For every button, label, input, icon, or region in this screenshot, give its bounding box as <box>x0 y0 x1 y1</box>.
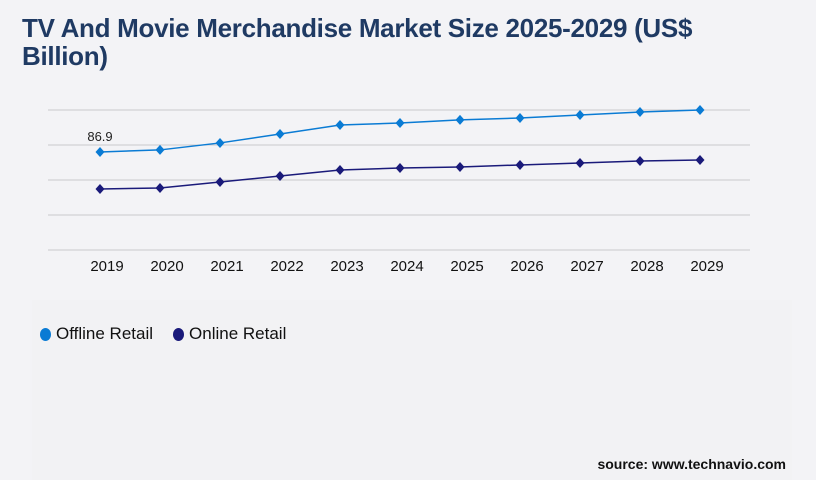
data-point <box>575 158 585 169</box>
x-tick-label: 2029 <box>690 258 723 275</box>
legend-marker-offline <box>40 327 51 341</box>
source-note: source: www.technavio.com <box>597 456 786 472</box>
line-chart: 2019 2020 2021 2022 2023 2024 2025 2026 2027 2028… <box>48 105 750 275</box>
data-point <box>455 161 465 172</box>
data-point <box>275 129 285 140</box>
x-tick-label: 2019 <box>90 258 123 275</box>
data-label: 86.9 <box>87 129 112 144</box>
series-line <box>99 109 701 153</box>
data-point <box>575 109 585 120</box>
legend-item-offline: Offline Retail <box>40 324 153 344</box>
x-tick-label: 2020 <box>150 258 183 275</box>
legend: Offline Retail Online Retail <box>40 324 286 344</box>
data-point <box>335 165 345 176</box>
x-tick-label: 2026 <box>510 258 543 275</box>
x-tick-label: 2023 <box>330 258 363 275</box>
x-tick-label: 2027 <box>570 258 603 275</box>
data-point <box>515 113 525 124</box>
data-point <box>695 105 705 115</box>
data-point <box>635 107 645 118</box>
data-point <box>275 170 285 181</box>
data-point <box>215 176 225 187</box>
legend-item-online: Online Retail <box>173 324 286 344</box>
data-point <box>395 117 405 128</box>
data-point <box>95 146 105 157</box>
legend-marker-online <box>173 327 185 341</box>
x-tick-label: 2024 <box>390 258 423 275</box>
legend-label: Online Retail <box>189 324 287 343</box>
data-point <box>95 183 105 194</box>
x-tick-label: 2025 <box>450 258 483 275</box>
chart-title: TV And Movie Merchandise Market Size 202… <box>22 13 693 71</box>
data-point <box>515 159 525 170</box>
lower-panel <box>32 300 792 480</box>
x-tick-label: 2022 <box>270 258 303 275</box>
legend-label: Offline Retail <box>56 324 154 343</box>
x-tick-label: 2021 <box>210 258 243 275</box>
x-tick-label: 2028 <box>630 258 663 275</box>
data-point <box>215 137 225 148</box>
data-point <box>155 182 165 193</box>
data-point <box>395 162 405 173</box>
data-point <box>635 155 645 166</box>
data-point <box>695 154 705 165</box>
data-point <box>335 120 345 131</box>
data-point <box>455 114 465 125</box>
data-point <box>155 144 165 155</box>
